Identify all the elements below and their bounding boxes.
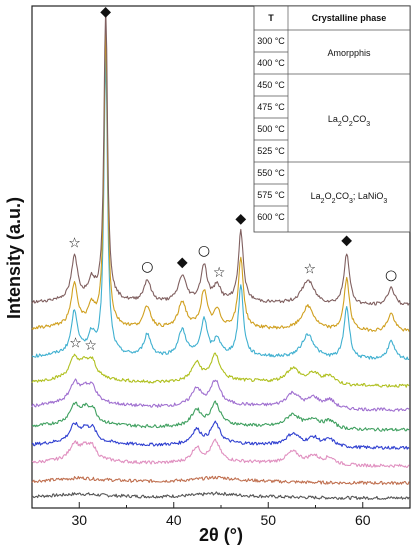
xrd-series-10 (31, 7, 410, 306)
table-temp-cell: 525 °C (257, 146, 285, 156)
peak-marker: ◆ (100, 4, 111, 20)
peak-marker: ☆ (69, 335, 82, 351)
peak-marker: ○ (385, 267, 397, 283)
x-tick-label: 30 (71, 512, 87, 528)
series-layer (31, 7, 410, 501)
table-temp-cell: 400 °C (257, 58, 285, 68)
table-temp-cell: 500 °C (257, 124, 285, 134)
table-header-t: T (268, 13, 274, 23)
x-axis: 30 40 50 60 (31, 502, 411, 528)
xrd-series-8 (31, 50, 410, 361)
x-tick-label: 50 (260, 512, 276, 528)
xrd-series-9 (31, 23, 410, 332)
peak-marker: ☆ (213, 265, 226, 281)
table-temp-cell: 550 °C (257, 168, 285, 178)
xrd-series-2 (31, 475, 410, 486)
table-header-phase: Crystalline phase (312, 13, 387, 23)
marker-layer: ◆☆○ ◆○☆◆☆◆○☆ ☆ (68, 4, 397, 354)
peak-marker: ◆ (177, 255, 188, 271)
xrd-series-1 (31, 491, 410, 501)
xrd-series-6 (31, 378, 410, 412)
peak-marker: ○ (198, 243, 210, 259)
xrd-series-4 (32, 420, 410, 450)
table-temp-cell: 575 °C (257, 190, 285, 200)
table-temp-cell: 475 °C (257, 102, 285, 112)
xrd-series-7 (31, 352, 410, 388)
phase-table: T Crystalline phase 300 °C 400 °C Amorpphis 4… (253, 5, 411, 233)
peak-marker: ◆ (341, 233, 352, 249)
table-temp-cell: 450 °C (257, 80, 285, 90)
table-phase-cell: Amorpphis (327, 48, 371, 58)
peak-marker: ☆ (84, 338, 97, 354)
peak-marker: ◆ (235, 211, 246, 227)
table-temp-cell: 600 °C (257, 212, 285, 222)
y-axis-label: Intensity (a.u.) (4, 197, 24, 319)
table-temp-cell: 300 °C (257, 36, 285, 46)
xrd-series-3 (31, 438, 410, 468)
x-tick-label: 40 (166, 512, 182, 528)
peak-marker: ○ (141, 259, 153, 275)
peak-marker: ☆ (304, 262, 317, 278)
xrd-series-5 (32, 400, 410, 432)
x-axis-label: 2θ (°) (199, 525, 243, 545)
x-tick-label: 60 (355, 512, 371, 528)
phase-table-frame (253, 5, 411, 233)
peak-marker: ☆ (68, 235, 81, 251)
